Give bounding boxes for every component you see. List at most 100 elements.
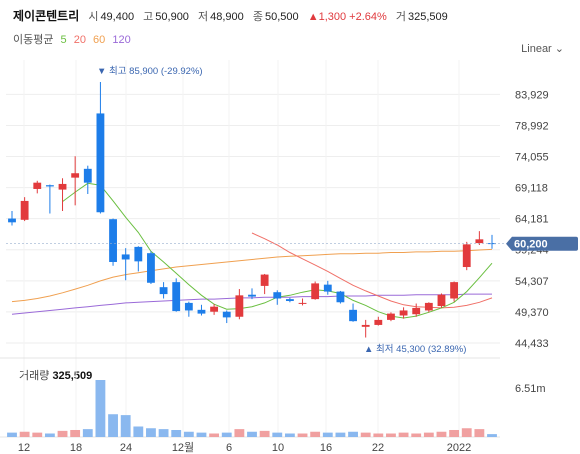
candle-body[interactable] [285,299,294,302]
candle-body[interactable] [260,274,269,286]
candle-body[interactable] [33,182,42,189]
volume-bar[interactable] [133,426,144,437]
volume-bar[interactable] [120,415,131,437]
candle-body[interactable] [109,219,117,262]
price-tick-label: 49,370 [515,307,549,319]
ma-20-line [251,232,493,309]
volume-bar[interactable] [19,431,30,437]
scale-toggle-button[interactable]: Linear ⌄ [521,43,564,55]
volume-bar[interactable] [171,429,182,437]
time-tick-label: 6 [226,442,232,454]
candle-body[interactable] [184,302,193,311]
volume-bar[interactable] [196,432,207,437]
high-annotation: ▼ 최고 85,900 (-29.92%) [97,66,203,77]
price-tick-label: 69,118 [515,183,548,195]
candle-body[interactable] [248,294,256,297]
ma-60-line [11,248,493,303]
candle-body[interactable] [235,295,244,317]
volume-bar[interactable] [335,432,346,437]
volume-bar[interactable] [32,432,43,437]
volume-bar[interactable] [146,428,156,437]
candle-body[interactable] [412,307,421,315]
volume-bar[interactable] [108,414,118,437]
change-value: ▲1,300 +2.64% [307,11,387,23]
volume-label: 거 [395,11,406,23]
candle-body[interactable] [399,310,408,316]
candle-body[interactable] [374,319,383,325]
candle-body[interactable] [8,218,16,223]
volume-bar[interactable] [386,433,396,437]
volume-bar[interactable] [449,429,460,437]
candle-body[interactable] [45,185,54,187]
volume-bar[interactable] [158,429,169,437]
volume-bar[interactable] [234,429,245,437]
close-label: 종 [252,11,263,23]
volume-bar[interactable] [310,431,321,437]
candle-body[interactable] [336,291,345,303]
current-price-tag [506,236,578,251]
candle-body[interactable] [147,253,155,283]
volume-bar[interactable] [322,432,333,437]
volume-bar[interactable] [436,431,447,437]
candle-body[interactable] [475,239,484,244]
time-tick-label: 10 [272,442,284,454]
candle-body[interactable] [210,306,219,312]
candle-body[interactable] [58,183,67,190]
low-annotation: ▲ 최저 45,300 (32.89%) [364,344,466,355]
candle-body[interactable] [222,311,231,318]
volume-bar[interactable] [423,432,434,437]
volume-bar[interactable] [183,431,194,437]
candle-body[interactable] [298,302,307,304]
price-tick-label: 54,307 [515,276,549,288]
volume-bar[interactable] [57,430,68,437]
candle-body[interactable] [437,294,446,307]
volume-bar[interactable] [272,432,283,437]
volume-bar[interactable] [221,432,232,437]
volume-bar[interactable] [461,428,472,437]
volume-bar[interactable] [82,429,93,437]
low-label: 저 [198,11,209,23]
candle-body[interactable] [134,246,143,262]
candle-body[interactable] [462,244,471,268]
candle-body[interactable] [424,302,433,311]
ma-20-legend[interactable]: 20 [73,34,86,46]
ma-120-legend[interactable]: 120 [112,34,131,46]
volume-bar[interactable] [284,433,295,437]
volume-bar[interactable] [474,429,485,437]
volume-bar[interactable] [209,433,220,437]
candle-body[interactable] [96,113,105,213]
volume-bar[interactable] [95,380,106,437]
candle-body[interactable] [273,292,282,299]
volume-bar[interactable] [297,433,308,437]
volume-bar[interactable] [373,433,384,437]
volume-bar[interactable] [7,432,17,437]
candle-body[interactable] [121,254,130,260]
candle-body[interactable] [361,324,370,327]
ma-5-legend[interactable]: 5 [60,34,67,46]
candle-body[interactable] [197,309,206,314]
candle-body[interactable] [323,284,332,292]
volume-bar[interactable] [247,431,257,437]
candle-body[interactable] [20,200,29,220]
candle-body[interactable] [83,168,92,183]
volume-bar[interactable] [360,432,371,437]
volume-panel-value: 325,509 [52,370,93,382]
volume-bar[interactable] [348,431,358,437]
volume-bar[interactable] [44,433,55,437]
time-tick-label: 12 [18,442,30,454]
volume-bar[interactable] [411,433,422,437]
candle-body[interactable] [450,282,459,299]
candle-body[interactable] [349,309,357,322]
volume-bar[interactable] [70,429,81,437]
quote-header: 제이콘텐트리 시 49,400 고 50,900 저 48,900 종 50,500 ▲… [13,7,454,25]
candle-body[interactable] [172,282,181,312]
volume-bar[interactable] [259,430,270,437]
ma-60-legend[interactable]: 60 [93,34,106,46]
candle-body[interactable] [71,173,80,178]
volume-bar[interactable] [487,434,497,437]
candle-body[interactable] [311,283,320,300]
candle-body[interactable] [387,313,395,320]
candle-body[interactable] [159,287,168,295]
volume-bar[interactable] [398,432,409,437]
